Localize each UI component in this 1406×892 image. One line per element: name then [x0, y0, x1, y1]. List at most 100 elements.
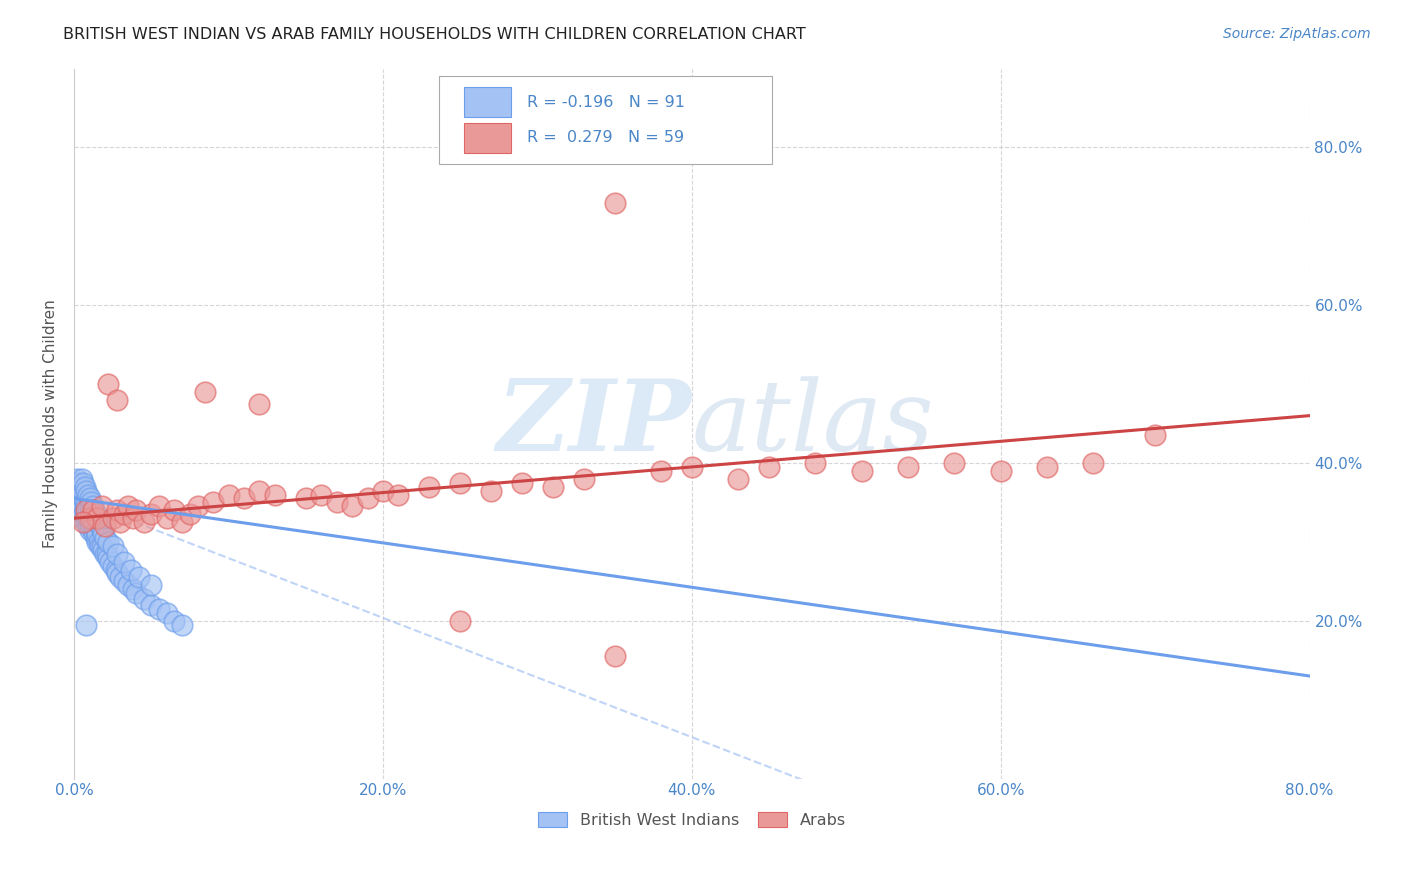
Point: [69, 483, 91, 498]
Point: [247, 483, 270, 498]
Point: [1083, 456, 1105, 470]
Point: [101, 539, 124, 553]
Text: atlas: atlas: [692, 376, 935, 471]
Point: [510, 475, 533, 490]
Text: R = -0.196   N = 91: R = -0.196 N = 91: [527, 95, 686, 110]
Point: [603, 649, 626, 664]
Point: [75, 515, 97, 529]
Point: [112, 555, 135, 569]
Point: [80, 511, 103, 525]
Point: [97, 550, 120, 565]
Point: [84, 523, 107, 537]
Point: [77, 487, 100, 501]
FancyBboxPatch shape: [439, 76, 772, 164]
Point: [148, 602, 170, 616]
Point: [179, 508, 201, 522]
Legend: British West Indians, Arabs: British West Indians, Arabs: [531, 806, 852, 835]
Point: [82, 500, 104, 514]
Point: [233, 491, 256, 506]
Point: [94, 519, 117, 533]
Point: [187, 500, 209, 514]
Point: [66, 487, 89, 501]
Point: [79, 515, 101, 529]
Point: [69, 480, 91, 494]
Point: [141, 598, 163, 612]
Point: [263, 487, 285, 501]
Text: R =  0.279   N = 59: R = 0.279 N = 59: [527, 130, 685, 145]
Point: [94, 531, 117, 545]
Point: [70, 511, 93, 525]
Point: [80, 519, 103, 533]
Point: [82, 523, 104, 537]
Point: [79, 500, 101, 514]
Point: [128, 570, 150, 584]
Point: [121, 582, 143, 597]
Point: [75, 500, 97, 514]
Point: [101, 511, 124, 525]
Point: [70, 480, 93, 494]
Point: [105, 547, 128, 561]
Point: [75, 508, 97, 522]
Point: [163, 503, 186, 517]
Point: [69, 503, 91, 517]
Point: [79, 508, 101, 522]
Point: [98, 555, 121, 569]
Point: [67, 475, 90, 490]
Point: [80, 495, 103, 509]
Point: [125, 503, 148, 517]
Y-axis label: Family Households with Children: Family Households with Children: [44, 299, 58, 548]
Point: [83, 519, 105, 533]
Point: [943, 456, 966, 470]
Point: [87, 534, 110, 549]
Point: [681, 459, 703, 474]
Point: [73, 511, 96, 525]
Point: [70, 487, 93, 501]
Point: [479, 483, 502, 498]
Point: [69, 500, 91, 514]
FancyBboxPatch shape: [464, 123, 512, 153]
Point: [66, 480, 89, 494]
Point: [141, 508, 163, 522]
Point: [148, 500, 170, 514]
Point: [132, 515, 155, 529]
Point: [90, 500, 112, 514]
Point: [84, 508, 107, 522]
Point: [897, 459, 920, 474]
Point: [67, 495, 90, 509]
Point: [104, 562, 127, 576]
Point: [117, 500, 139, 514]
Point: [86, 511, 108, 525]
Point: [110, 570, 132, 584]
Point: [172, 617, 194, 632]
Point: [70, 503, 93, 517]
Point: [112, 508, 135, 522]
Point: [117, 578, 139, 592]
Point: [110, 515, 132, 529]
Point: [172, 515, 194, 529]
Point: [83, 503, 105, 517]
Point: [89, 539, 111, 553]
Point: [79, 523, 101, 537]
Point: [73, 495, 96, 509]
Point: [449, 614, 471, 628]
Point: [449, 475, 471, 490]
Point: [86, 527, 108, 541]
Point: [572, 472, 595, 486]
Point: [387, 487, 409, 501]
Point: [804, 456, 827, 470]
Point: [156, 606, 179, 620]
Point: [1036, 459, 1059, 474]
Point: [96, 547, 118, 561]
Point: [90, 539, 112, 553]
Point: [79, 491, 101, 506]
Point: [77, 511, 100, 525]
Point: [86, 511, 108, 525]
Point: [72, 483, 94, 498]
Point: [758, 459, 780, 474]
Point: [105, 566, 128, 581]
Point: [93, 527, 115, 541]
Point: [105, 503, 128, 517]
Point: [93, 542, 115, 557]
Point: [75, 503, 97, 517]
Point: [121, 511, 143, 525]
